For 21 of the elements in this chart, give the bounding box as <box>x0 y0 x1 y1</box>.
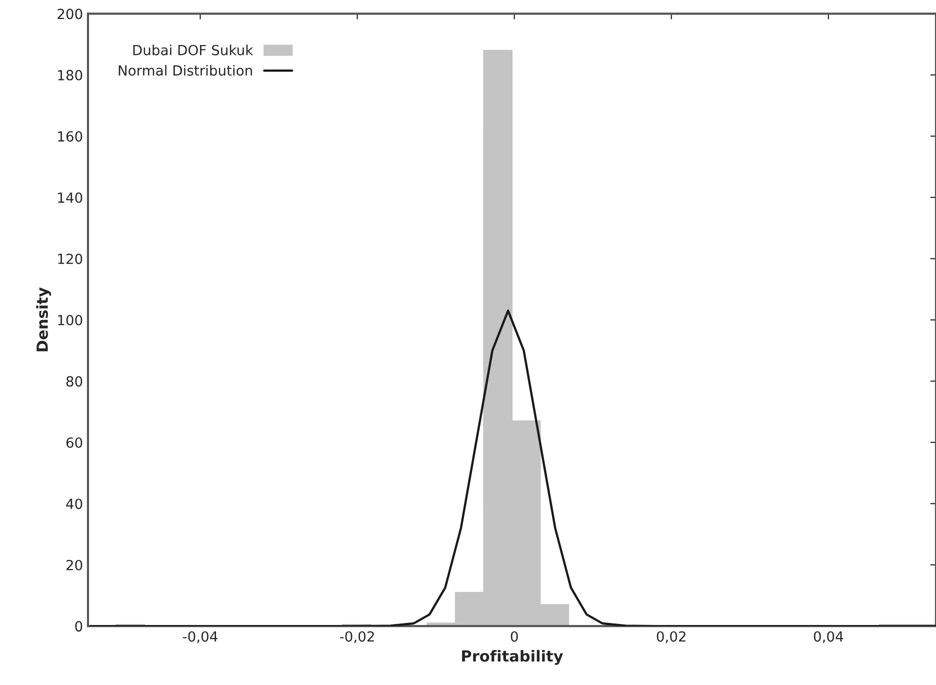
line-series <box>89 310 936 626</box>
y-tick-label: 120 <box>58 254 82 264</box>
legend-label: Dubai DOF Sukuk <box>133 44 254 56</box>
y-tick-label: 0 <box>75 621 82 632</box>
y-tick-label: 160 <box>58 131 82 142</box>
y-tick-label: 180 <box>58 70 82 80</box>
x-axis-title: Profitability <box>462 650 564 665</box>
y-tick-label: 40 <box>66 498 82 510</box>
y-axis-title: Density <box>36 287 52 352</box>
legend-label: Normal Distribution <box>118 64 252 76</box>
y-tick-label: 100 <box>58 314 82 326</box>
y-tick-label: 20 <box>66 560 82 570</box>
y-tick-label: 60 <box>66 437 82 448</box>
y-tick-label: 200 <box>58 8 82 20</box>
y-tick-label: 140 <box>58 192 82 203</box>
x-tick-label: -0,04 <box>182 631 218 644</box>
x-tick-label: 0 <box>510 631 518 642</box>
x-tick-label: 0,04 <box>814 631 844 644</box>
x-tick-label: 0,02 <box>656 631 686 644</box>
y-tick-label: 80 <box>66 376 82 387</box>
x-tick-label: -0,02 <box>340 631 374 644</box>
